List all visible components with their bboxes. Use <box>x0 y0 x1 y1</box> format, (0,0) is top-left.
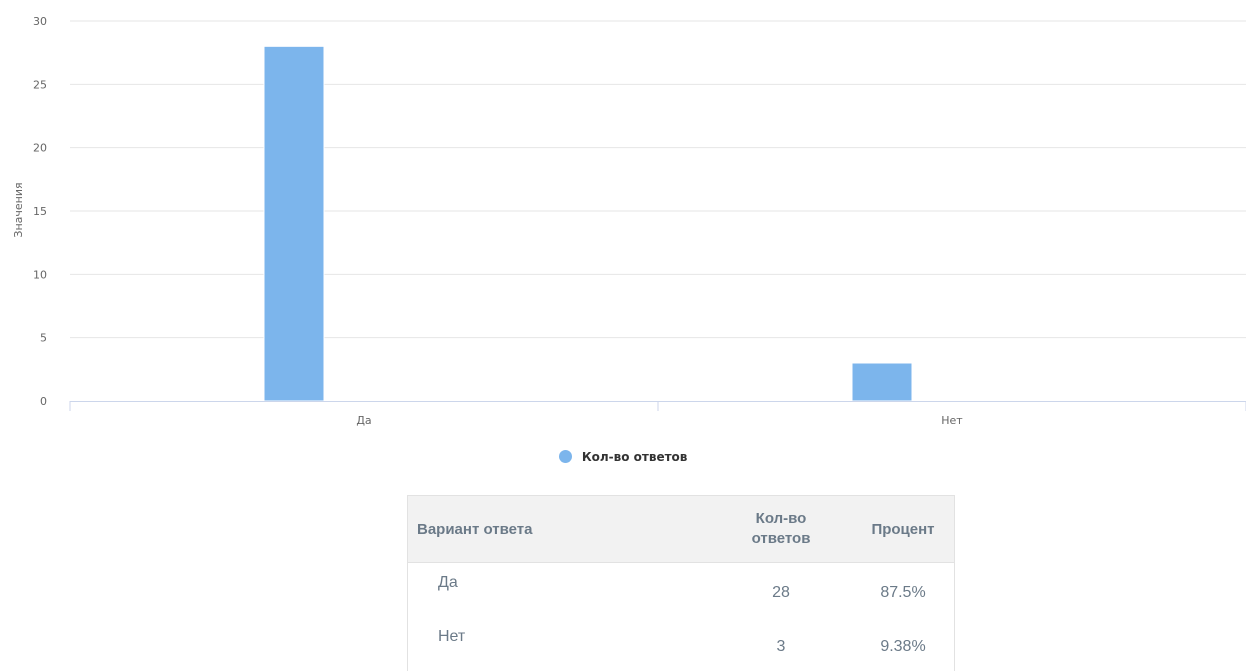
header-count: Кол-во ответов <box>710 495 852 563</box>
y-axis-title: Значения <box>12 182 25 237</box>
results-table: Вариант ответа Кол-во ответов Процент Да… <box>407 495 955 671</box>
y-tick-label: 10 <box>33 268 47 281</box>
cell-percent: 9.38% <box>880 638 926 655</box>
y-tick-label: 5 <box>40 332 47 345</box>
y-tick-label: 25 <box>33 78 47 91</box>
legend-label: Кол-во ответов <box>581 450 688 464</box>
table-row: Да 28 87.5% <box>408 563 955 618</box>
bar <box>263 45 325 402</box>
chart-bars <box>263 45 913 402</box>
header-percent: Процент <box>852 495 955 563</box>
y-tick-label: 15 <box>33 205 47 218</box>
cell-answer: Нет <box>438 628 466 645</box>
header-answer: Вариант ответа <box>407 495 710 563</box>
x-tick-label: Нет <box>941 414 963 427</box>
table-row: Нет 3 9.38% <box>408 617 955 671</box>
x-tick-label: Да <box>356 414 371 427</box>
cell-answer: Да <box>438 574 458 591</box>
header-count-label: Кол-во ответов <box>751 510 811 547</box>
bar-chart: 0 5 10 15 20 25 30 Да Нет Значения <box>12 15 1246 427</box>
y-tick-label: 0 <box>40 395 47 408</box>
y-tick-label: 20 <box>33 142 47 155</box>
chart-gridlines <box>70 20 1246 339</box>
chart-legend[interactable]: Кол-во ответов <box>0 450 1246 464</box>
y-tick-label: 30 <box>33 15 47 28</box>
x-axis: Да Нет <box>69 401 1246 427</box>
bar <box>851 362 913 402</box>
table-header-row: Вариант ответа Кол-во ответов Процент <box>407 495 955 563</box>
cell-count: 3 <box>776 638 786 655</box>
legend-marker-icon <box>558 450 572 463</box>
y-axis-ticks: 0 5 10 15 20 25 30 <box>33 15 47 408</box>
cell-percent: 87.5% <box>880 584 926 601</box>
cell-count: 28 <box>772 584 790 601</box>
